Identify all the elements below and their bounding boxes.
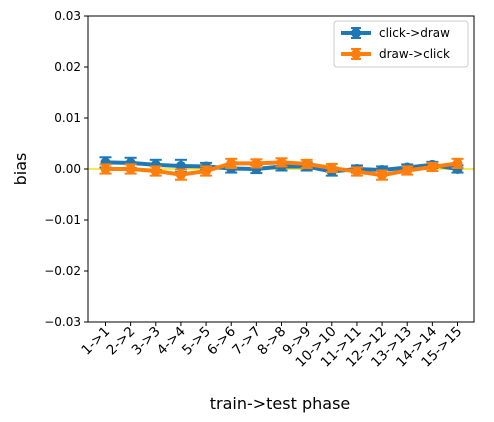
legend-label: click->draw <box>379 26 450 40</box>
legend-entry-1: click->draw <box>341 26 450 40</box>
data-point <box>226 158 237 169</box>
data-point <box>301 158 312 169</box>
x-tick-label: 3->3 <box>129 324 164 359</box>
x-tick-label: 2->2 <box>104 324 139 359</box>
y-tick-label: −0.01 <box>44 213 81 227</box>
plot-area <box>88 156 474 181</box>
data-point <box>175 169 186 180</box>
data-point <box>351 166 362 177</box>
y-tick-label: −0.03 <box>44 315 81 329</box>
legend: click->draw draw->click <box>333 20 469 68</box>
data-point <box>402 165 413 176</box>
data-point <box>201 166 212 177</box>
data-point <box>251 158 262 169</box>
x-tick-label: 8->8 <box>254 324 289 359</box>
legend-entry-2: draw->click <box>341 47 450 61</box>
y-tick-label: 0.03 <box>54 9 81 23</box>
series-2 <box>99 157 464 181</box>
data-point <box>452 158 463 169</box>
legend-marker <box>351 49 361 59</box>
x-axis-label: train->test phase <box>210 394 351 413</box>
data-point <box>100 164 111 174</box>
data-point <box>175 160 186 171</box>
y-tick-label: −0.02 <box>44 264 81 278</box>
x-tick-label: 1->1 <box>78 324 113 359</box>
data-point <box>427 161 438 172</box>
legend-marker <box>351 28 361 38</box>
data-point <box>276 157 287 168</box>
data-point <box>150 166 161 177</box>
data-point <box>125 164 136 174</box>
legend-label: draw->click <box>379 47 450 61</box>
y-tick-label: 0.00 <box>54 162 81 176</box>
y-axis-label: bias <box>11 153 30 186</box>
x-tick-label: 5->5 <box>179 324 214 359</box>
y-tick-label: 0.02 <box>54 60 81 74</box>
x-tick-label: 7->7 <box>229 324 264 359</box>
data-point <box>326 162 337 173</box>
x-tick-label: 6->6 <box>204 324 239 359</box>
y-tick-label: 0.01 <box>54 111 81 125</box>
x-tick-label: 4->4 <box>154 324 189 359</box>
data-point <box>377 170 388 181</box>
